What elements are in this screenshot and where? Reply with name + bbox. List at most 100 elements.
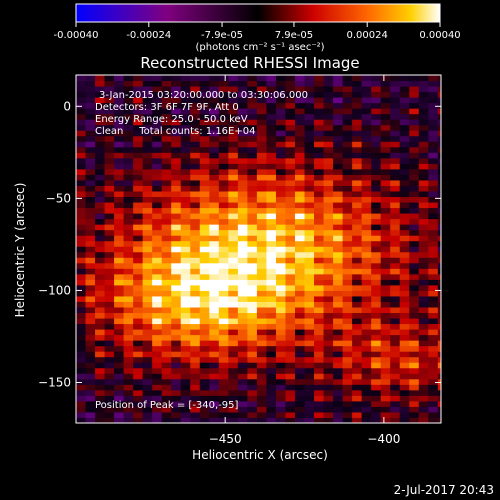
heatmap-cell xyxy=(314,163,325,170)
heatmap-cell xyxy=(285,185,296,192)
heatmap-cell xyxy=(295,240,306,247)
heatmap-cell xyxy=(95,80,106,87)
heatmap-cell xyxy=(266,334,277,341)
heatmap-cell xyxy=(371,207,382,214)
heatmap-cell xyxy=(399,334,410,341)
heatmap-cell xyxy=(256,373,267,380)
heatmap-cell xyxy=(104,395,115,402)
heatmap-cell xyxy=(190,384,201,391)
heatmap-cell xyxy=(266,213,277,220)
heatmap-cell xyxy=(190,207,201,214)
heatmap-cell xyxy=(428,168,439,175)
heatmap-cell xyxy=(85,323,96,330)
heatmap-cell xyxy=(256,268,267,275)
heatmap-cell xyxy=(218,185,229,192)
heatmap-cell xyxy=(76,207,87,214)
heatmap-cell xyxy=(399,163,410,170)
heatmap-cell xyxy=(399,378,410,385)
heatmap-cell xyxy=(285,235,296,242)
heatmap-cell xyxy=(95,229,106,236)
heatmap-cell xyxy=(361,163,372,170)
heatmap-cell xyxy=(114,307,125,314)
heatmap-cell xyxy=(361,329,372,336)
heatmap-cell xyxy=(399,157,410,164)
heatmap-cell xyxy=(171,146,182,153)
heatmap-cell xyxy=(371,362,382,369)
heatmap-cell xyxy=(304,86,315,93)
heatmap-cell xyxy=(85,124,96,131)
heatmap-cell xyxy=(428,224,439,231)
heatmap-cell xyxy=(428,141,439,148)
heatmap-cell xyxy=(295,340,306,347)
heatmap-cell xyxy=(333,229,344,236)
heatmap-cell xyxy=(123,97,134,104)
heatmap-cell xyxy=(409,301,420,308)
heatmap-cell xyxy=(218,97,229,104)
heatmap-cell xyxy=(437,80,441,87)
heatmap-cell xyxy=(418,152,429,159)
heatmap-cell xyxy=(304,362,315,369)
heatmap-cell xyxy=(123,295,134,302)
heatmap-cell xyxy=(352,213,363,220)
heatmap-cell xyxy=(285,356,296,363)
footer-timestamp: 2-Jul-2017 20:43 xyxy=(394,483,494,497)
heatmap-cell xyxy=(180,146,191,153)
heatmap-cell xyxy=(352,119,363,126)
heatmap-cell xyxy=(361,97,372,104)
heatmap-cell xyxy=(333,196,344,203)
heatmap-cell xyxy=(256,384,267,391)
heatmap-cell xyxy=(76,224,87,231)
heatmap-cell xyxy=(218,157,229,164)
heatmap-cell xyxy=(285,168,296,175)
heatmap-cell xyxy=(247,312,258,319)
heatmap-cell xyxy=(161,384,172,391)
heatmap-cell xyxy=(142,395,153,402)
heatmap-cell xyxy=(76,218,87,225)
heatmap-cell xyxy=(361,179,372,186)
heatmap-cell xyxy=(152,268,163,275)
heatmap-cell xyxy=(85,218,96,225)
heatmap-cell xyxy=(237,202,248,209)
heatmap-cell xyxy=(199,246,210,253)
heatmap-cell xyxy=(390,119,401,126)
heatmap-cell xyxy=(228,113,239,120)
heatmap-cell xyxy=(380,312,391,319)
heatmap-cell xyxy=(428,240,439,247)
heatmap-cell xyxy=(133,340,144,347)
heatmap-cell xyxy=(114,229,125,236)
heatmap-cell xyxy=(256,102,267,109)
heatmap-cell xyxy=(209,312,220,319)
heatmap-cell xyxy=(142,307,153,314)
heatmap-cell xyxy=(152,218,163,225)
heatmap-cell xyxy=(304,279,315,286)
heatmap-cell xyxy=(256,174,267,181)
heatmap-cell xyxy=(161,295,172,302)
heatmap-cell xyxy=(323,345,334,352)
heatmap-cell xyxy=(256,124,267,131)
heatmap-cell xyxy=(95,240,106,247)
heatmap-cell xyxy=(123,318,134,325)
heatmap-cell xyxy=(323,318,334,325)
heatmap-cell xyxy=(247,268,258,275)
heatmap-cell xyxy=(247,191,258,198)
heatmap-cell xyxy=(171,102,182,109)
heatmap-cell xyxy=(209,179,220,186)
heatmap-cell xyxy=(342,395,353,402)
heatmap-cell xyxy=(314,108,325,115)
heatmap-cell xyxy=(209,163,220,170)
heatmap-cell xyxy=(428,246,439,253)
heatmap-cell xyxy=(161,417,172,423)
heatmap-cell xyxy=(266,362,277,369)
heatmap-cell xyxy=(428,179,439,186)
heatmap-cell xyxy=(371,318,382,325)
heatmap-cell xyxy=(380,329,391,336)
heatmap-cell xyxy=(76,290,87,297)
heatmap-cell xyxy=(275,279,286,286)
heatmap-cell xyxy=(437,411,441,418)
heatmap-cell xyxy=(228,174,239,181)
heatmap-cell xyxy=(199,152,210,159)
heatmap-cell xyxy=(218,268,229,275)
heatmap-cell xyxy=(409,185,420,192)
heatmap-cell xyxy=(85,207,96,214)
heatmap-cell xyxy=(123,411,134,418)
